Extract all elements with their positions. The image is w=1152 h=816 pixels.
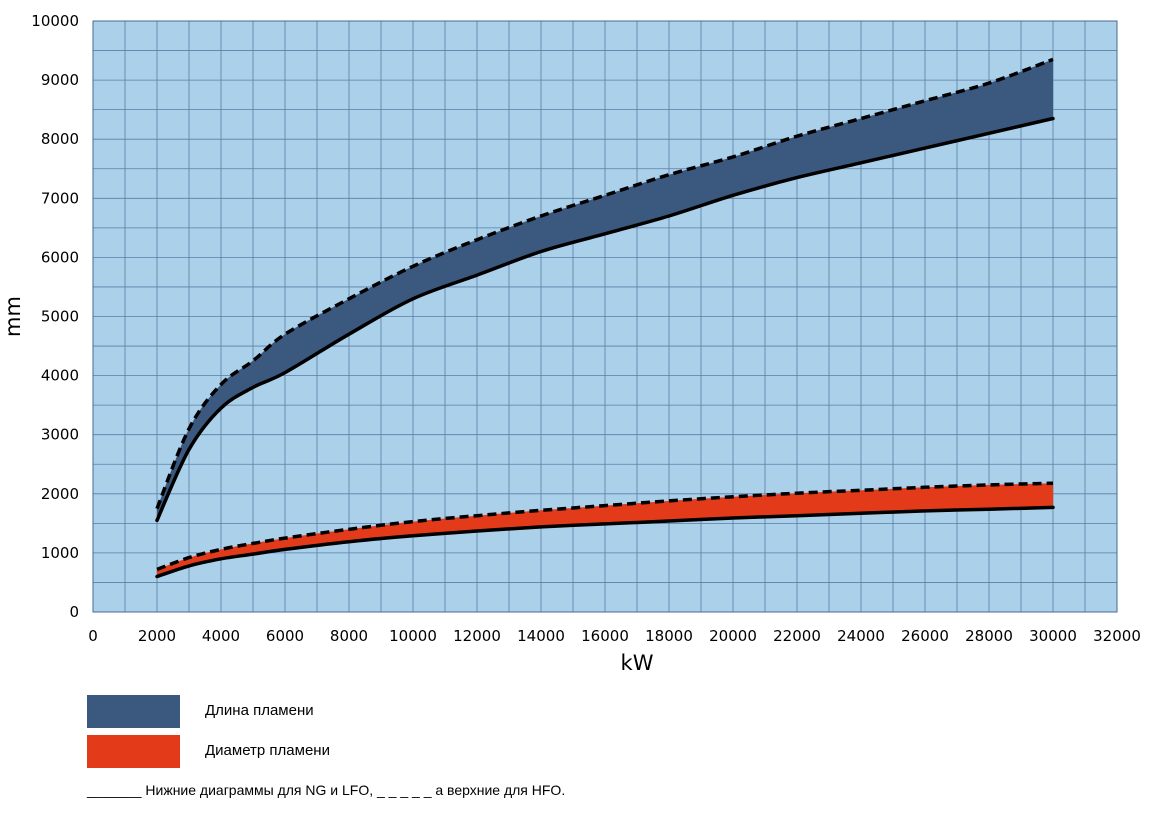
x-tick-label: 12000 bbox=[453, 627, 501, 645]
series-lines bbox=[155, 57, 1055, 579]
y-tick-label: 8000 bbox=[41, 130, 79, 148]
y-tick-label: 2000 bbox=[41, 485, 79, 503]
y-tick-label: 0 bbox=[69, 603, 79, 621]
x-tick-label: 32000 bbox=[1093, 627, 1141, 645]
x-tick-label: 2000 bbox=[138, 627, 176, 645]
legend-label-length: Длина пламени bbox=[205, 702, 314, 719]
legend-swatch-diameter bbox=[87, 735, 180, 768]
y-tick-label: 1000 bbox=[41, 544, 79, 562]
x-tick-label: 28000 bbox=[965, 627, 1013, 645]
x-tick-label: 22000 bbox=[773, 627, 821, 645]
band-lower-line-1 bbox=[155, 505, 1055, 579]
x-tick-label: 8000 bbox=[330, 627, 368, 645]
x-axis-label: kW bbox=[621, 651, 654, 675]
x-tick-label: 0 bbox=[88, 627, 98, 645]
y-tick-label: 9000 bbox=[41, 71, 79, 89]
x-tick-label: 14000 bbox=[517, 627, 565, 645]
x-tick-label: 20000 bbox=[709, 627, 757, 645]
flame-chart: 0 2000 4000 6000 8000 10000 12000 14000 16000 180… bbox=[1, 12, 1141, 675]
y-tick-label: 6000 bbox=[41, 248, 79, 266]
bands bbox=[157, 59, 1053, 577]
legend-item-diameter: Диаметр пламени bbox=[87, 735, 687, 775]
y-tick-labels: 0 1000 2000 3000 4000 5000 6000 7000 8000 9000 100… bbox=[31, 12, 79, 621]
y-tick-label: 10000 bbox=[31, 12, 79, 30]
y-tick-label: 3000 bbox=[41, 426, 79, 444]
y-axis-label: mm bbox=[1, 296, 25, 337]
legend-label-diameter: Диаметр пламени bbox=[205, 742, 330, 759]
plot-border bbox=[92, 20, 1118, 613]
x-tick-label: 6000 bbox=[266, 627, 304, 645]
legend-item-length: Длина пламени bbox=[87, 695, 687, 735]
legend-swatch-length bbox=[87, 695, 180, 728]
band-lower-line-0 bbox=[155, 116, 1055, 523]
x-tick-label: 18000 bbox=[645, 627, 693, 645]
y-tick-label: 4000 bbox=[41, 367, 79, 385]
x-tick-label: 4000 bbox=[202, 627, 240, 645]
y-tick-label: 7000 bbox=[41, 189, 79, 207]
x-tick-label: 16000 bbox=[581, 627, 629, 645]
x-tick-label: 10000 bbox=[389, 627, 437, 645]
footnote: _______ Нижние диаграммы для NG и LFO, _… bbox=[87, 782, 566, 798]
y-tick-label: 5000 bbox=[41, 308, 79, 326]
x-tick-label: 24000 bbox=[837, 627, 885, 645]
band-area-0 bbox=[157, 59, 1053, 521]
x-tick-labels: 0 2000 4000 6000 8000 10000 12000 14000 16000 180… bbox=[88, 627, 1141, 645]
band-upper-line-0 bbox=[155, 57, 1054, 510]
band-upper-line-1 bbox=[156, 481, 1054, 572]
x-tick-label: 30000 bbox=[1029, 627, 1077, 645]
x-tick-label: 26000 bbox=[901, 627, 949, 645]
band-area-1 bbox=[157, 483, 1053, 577]
